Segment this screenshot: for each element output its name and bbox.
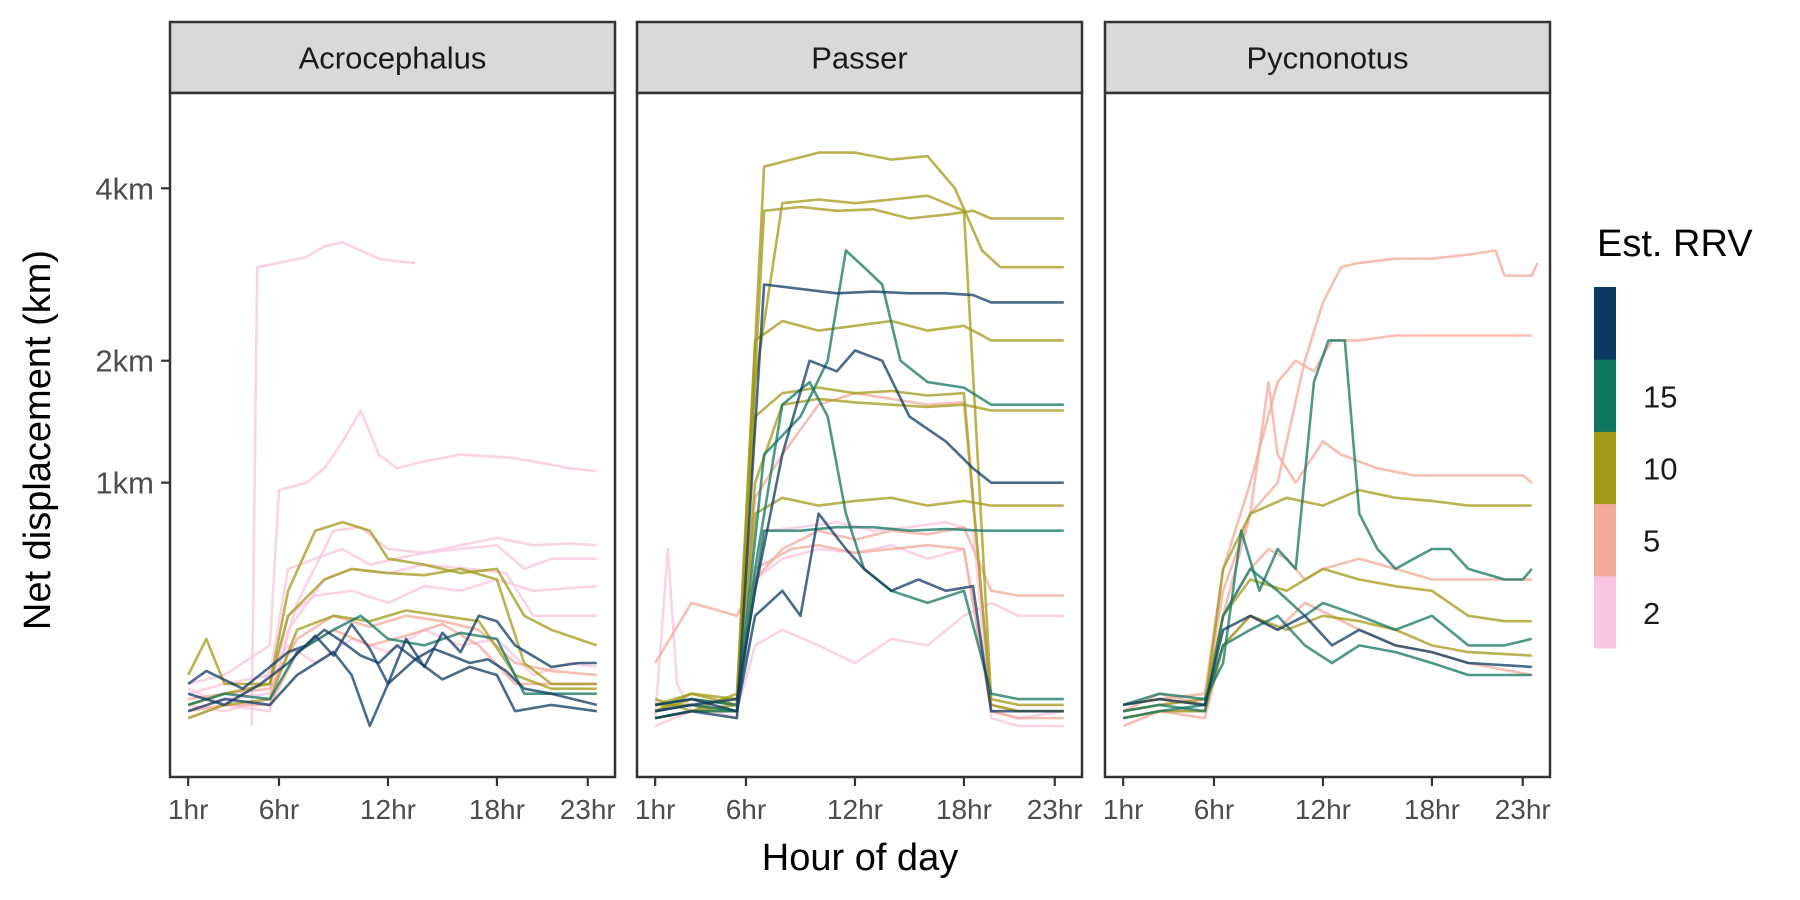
- x-tick-label: 18hr: [936, 794, 992, 825]
- x-tick-label: 6hr: [726, 794, 766, 825]
- series-line: [188, 614, 597, 701]
- series-line: [187, 520, 598, 686]
- x-tick-label: 1hr: [635, 794, 675, 825]
- facet-strip: [1103, 20, 1552, 95]
- x-tick-label: 6hr: [1194, 794, 1234, 825]
- y-tick-label: 2km: [95, 344, 154, 379]
- legend: Est. RRV 2 5 10 15: [1594, 223, 1753, 649]
- series-line: [250, 241, 416, 727]
- panel-pycnonotus: Pycnonotus 1hr 6hr 12hr 18hr 23hr: [1103, 20, 1552, 825]
- series-line: [187, 614, 597, 707]
- series-line: [187, 567, 597, 707]
- colorbar-segment: [1594, 503, 1616, 577]
- series-line: [654, 512, 1064, 713]
- colorbar-segment: [1594, 287, 1616, 360]
- series-line: [187, 650, 597, 728]
- x-tick-label: 1hr: [1103, 794, 1143, 825]
- series-group: [187, 241, 598, 728]
- series-line: [1122, 614, 1532, 707]
- colorbar-segment: [1594, 431, 1616, 505]
- panel-acrocephalus: Acrocephalus 1hr 6hr 12hr 18hr 23hr 1km 2km 4km: [95, 20, 617, 825]
- legend-label: 2: [1643, 596, 1660, 631]
- y-tick-label: 4km: [95, 171, 154, 206]
- legend-labels: 2 5 10 15: [1643, 379, 1677, 631]
- x-tick-label: 1hr: [168, 794, 208, 825]
- x-tick-label: 6hr: [259, 794, 299, 825]
- legend-label: 10: [1643, 452, 1677, 487]
- legend-label: 5: [1643, 524, 1660, 559]
- x-axis-title: Hour of day: [762, 837, 958, 879]
- series-line: [654, 249, 1064, 713]
- facet-label: Acrocephalus: [299, 41, 487, 76]
- facet-strip: [635, 20, 1084, 95]
- panel-border: [168, 91, 617, 779]
- series-line: [187, 543, 597, 695]
- panel-passer: Passer 1hr 6hr 12hr 18hr 23hr: [635, 20, 1084, 825]
- series-line: [187, 628, 598, 707]
- x-tick-label: 23hr: [560, 794, 616, 825]
- series-line: [1122, 339, 1533, 707]
- facet-strip: [168, 20, 617, 95]
- facet-label: Pycnonotus: [1247, 41, 1409, 76]
- x-tick-label: 23hr: [1495, 794, 1551, 825]
- x-tick-label: 18hr: [469, 794, 525, 825]
- panel-background: [637, 93, 1082, 777]
- series-group: [653, 151, 1064, 728]
- x-tick-label: 12hr: [827, 794, 883, 825]
- series-group: [1122, 249, 1539, 728]
- series-line: [187, 614, 597, 707]
- colorbar-segment: [1594, 359, 1616, 432]
- series-line: [654, 283, 1064, 720]
- x-tick-label: 12hr: [1295, 794, 1351, 825]
- x-tick-label: 23hr: [1027, 794, 1083, 825]
- colorbar-segment: [1594, 575, 1616, 649]
- facet-label: Passer: [811, 41, 907, 76]
- panels-layer: Acrocephalus 1hr 6hr 12hr 18hr 23hr 1km 2km 4km P…: [95, 20, 1552, 825]
- panel-border: [1103, 91, 1552, 779]
- series-line: [187, 409, 597, 686]
- y-tick-label: 1km: [95, 466, 154, 501]
- x-tick-label: 12hr: [360, 794, 416, 825]
- panel-border: [635, 91, 1084, 779]
- series-line: [654, 349, 1064, 713]
- x-tick-label: 18hr: [1404, 794, 1460, 825]
- series-line: [654, 525, 1064, 707]
- legend-title: Est. RRV: [1597, 223, 1753, 265]
- series-line: [187, 609, 597, 720]
- legend-label: 15: [1643, 379, 1677, 414]
- legend-colorbar: [1594, 287, 1616, 649]
- y-axis-title: Net displacement (km): [17, 250, 59, 630]
